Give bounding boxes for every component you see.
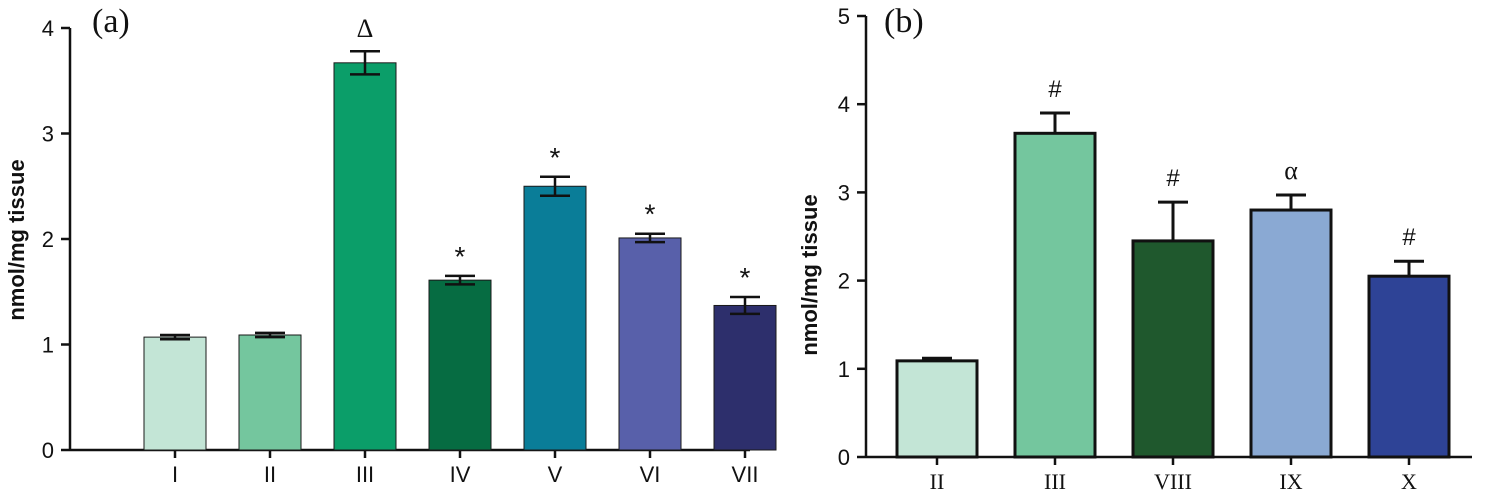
- bar-ii: [238, 334, 302, 451]
- significance-marker: *: [645, 199, 656, 230]
- bar-iii: [1013, 131, 1097, 459]
- x-tick-label: III: [1044, 469, 1066, 492]
- significance-marker: *: [740, 262, 751, 293]
- y-tick-label: 0: [838, 445, 850, 470]
- panel-a-label: (a): [92, 3, 130, 40]
- error-bar: [255, 331, 285, 339]
- panel-b-y-axis-label: nmol/mg tissue: [797, 194, 822, 355]
- bar-v: [523, 185, 587, 451]
- y-tick-label: 3: [838, 180, 850, 205]
- y-tick-label: 4: [838, 92, 850, 117]
- error-bar: [1276, 193, 1306, 211]
- bar-ii: [895, 359, 979, 459]
- bar-vii: [713, 304, 777, 451]
- x-tick-label: VIII: [1154, 469, 1192, 492]
- bar-vi: [618, 237, 682, 451]
- x-tick-label: IV: [450, 462, 471, 487]
- x-tick-label: II: [264, 462, 276, 487]
- error-bar: [350, 49, 380, 76]
- y-tick-label: 0: [42, 438, 54, 463]
- significance-marker: α: [1284, 156, 1298, 185]
- significance-marker: Δ: [357, 14, 374, 43]
- y-tick-label: 1: [42, 333, 54, 358]
- x-tick-label: IX: [1279, 469, 1302, 492]
- significance-marker: #: [1048, 76, 1062, 103]
- error-bar: [922, 356, 952, 361]
- error-bar: [1394, 259, 1424, 277]
- y-tick-label: 2: [42, 227, 54, 252]
- y-tick-label: 4: [42, 16, 54, 41]
- x-tick-label: VI: [640, 462, 661, 487]
- error-bar: [160, 333, 190, 341]
- y-tick-label: 2: [838, 269, 850, 294]
- error-bar: [540, 175, 570, 197]
- significance-marker: #: [1402, 224, 1416, 251]
- y-tick-label: 5: [838, 4, 850, 29]
- x-tick-label: II: [930, 469, 945, 492]
- y-tick-label: 1: [838, 357, 850, 382]
- error-bar: [1040, 111, 1070, 134]
- x-tick-label: X: [1401, 469, 1417, 492]
- error-bar: [730, 295, 760, 316]
- significance-marker: #: [1166, 165, 1180, 192]
- panel-a-y-axis-label: nmol/mg tissue: [4, 159, 29, 320]
- x-tick-label: III: [356, 462, 374, 487]
- error-bar: [635, 232, 665, 244]
- error-bar: [445, 274, 475, 286]
- error-bar: [1158, 200, 1188, 241]
- bar-iv: [428, 279, 492, 451]
- x-tick-label: VII: [732, 462, 759, 487]
- significance-marker: *: [455, 241, 466, 272]
- x-tick-label: I: [172, 462, 178, 487]
- bar-ix: [1249, 208, 1333, 459]
- panel-b-label: (b): [884, 3, 924, 40]
- y-tick-label: 3: [42, 122, 54, 147]
- bar-x: [1367, 274, 1451, 459]
- bar-iii: [333, 62, 397, 451]
- bar-i: [143, 336, 207, 451]
- x-tick-label: V: [548, 462, 563, 487]
- significance-marker: *: [550, 142, 561, 173]
- bar-viii: [1131, 239, 1215, 459]
